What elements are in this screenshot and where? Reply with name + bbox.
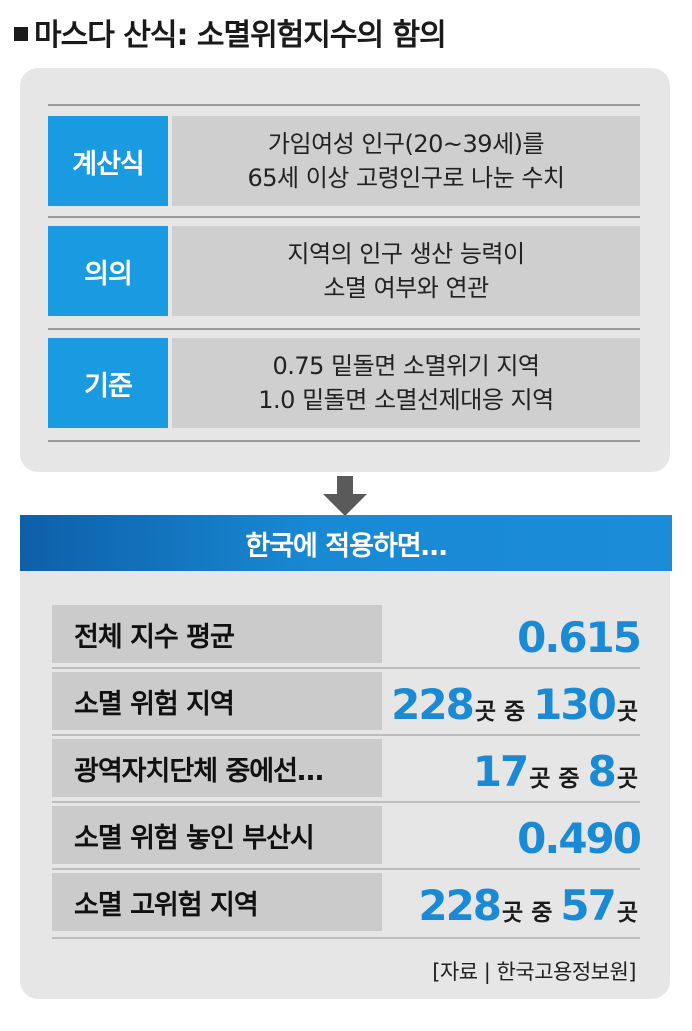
source-note: [자료 | 한국고용정보원]	[432, 960, 636, 984]
stat-value-number: 0.490	[517, 814, 642, 863]
divider	[52, 667, 640, 669]
stat-unit: 곳	[474, 699, 496, 725]
stat-mid: 중	[531, 900, 553, 926]
definition-text: 0.75 밑돌면 소멸위기 지역 1.0 밑돌면 소멸선제대응 지역	[172, 338, 640, 428]
stat-mid: 중	[503, 699, 526, 725]
stat-mid: 중	[558, 766, 580, 792]
stat-unit: 곳	[616, 900, 638, 926]
stat-count: 57	[560, 881, 616, 930]
definition-line: 0.75 밑돌면 소멸위기 지역	[272, 352, 540, 380]
stat-total: 17	[472, 747, 529, 796]
stat-value: 0.490	[517, 806, 642, 864]
stat-value: 0.615	[517, 605, 642, 663]
stat-unit: 곳	[502, 900, 524, 926]
stat-label: 소멸 고위험 지역	[52, 873, 382, 931]
definition-label: 계산식	[48, 116, 168, 206]
stat-unit: 곳	[616, 766, 638, 792]
application-banner: 한국에 적용하면…	[20, 515, 672, 571]
stat-row-average: 전체 지수 평균 0.615	[52, 605, 642, 663]
definition-label: 의의	[48, 226, 168, 316]
stat-count: 130	[533, 680, 617, 729]
stat-label: 소멸 위험 지역	[52, 672, 382, 730]
stat-unit: 곳	[616, 699, 638, 725]
definition-label: 기준	[48, 338, 168, 428]
definition-text: 지역의 인구 생산 능력이 소멸 여부와 연관	[172, 226, 640, 316]
stat-value-number: 0.615	[517, 613, 642, 662]
definition-line: 소멸 여부와 연관	[323, 274, 489, 302]
divider	[48, 104, 640, 106]
divider	[48, 216, 640, 218]
stat-label: 소멸 위험 놓인 부산시	[52, 806, 382, 864]
definition-text: 가임여성 인구(20~39세)를 65세 이상 고령인구로 나눈 수치	[172, 116, 640, 206]
definition-row-significance: 의의 지역의 인구 생산 능력이 소멸 여부와 연관	[48, 226, 640, 316]
definition-line: 65세 이상 고령인구로 나눈 수치	[247, 164, 565, 192]
stat-row-risk-regions: 소멸 위험 지역 228 곳 중 130 곳	[52, 672, 640, 730]
stat-row-high-risk: 소멸 고위험 지역 228 곳 중 57 곳	[52, 873, 640, 931]
divider	[48, 328, 640, 330]
stat-label: 광역자치단체 중에선…	[52, 739, 382, 797]
divider	[52, 801, 640, 803]
divider	[48, 440, 640, 442]
stat-value: 228 곳 중 130 곳	[391, 672, 640, 730]
page-title-text: 마스다 산식: 소멸위험지수의 함의	[34, 18, 447, 53]
arrow-down-icon	[323, 476, 367, 516]
definition-line: 가임여성 인구(20~39세)를	[267, 130, 545, 158]
stat-row-metropolitan: 광역자치단체 중에선… 17 곳 중 8 곳	[52, 739, 640, 797]
stat-value: 17 곳 중 8 곳	[473, 739, 640, 797]
page-title: 마스다 산식: 소멸위험지수의 함의	[14, 10, 447, 54]
stat-unit: 곳	[529, 766, 551, 792]
divider	[52, 734, 640, 736]
stat-total: 228	[391, 680, 475, 729]
definition-row-criteria: 기준 0.75 밑돌면 소멸위기 지역 1.0 밑돌면 소멸선제대응 지역	[48, 338, 640, 428]
stat-label: 전체 지수 평균	[52, 605, 382, 663]
divider	[52, 868, 640, 870]
definition-row-formula: 계산식 가임여성 인구(20~39세)를 65세 이상 고령인구로 나눈 수치	[48, 116, 640, 206]
stat-total: 228	[418, 881, 502, 930]
stat-count: 8	[587, 747, 617, 796]
square-bullet-icon	[14, 26, 28, 41]
definition-line: 1.0 밑돌면 소멸선제대응 지역	[258, 386, 554, 414]
definition-line: 지역의 인구 생산 능력이	[287, 240, 525, 268]
stat-row-busan: 소멸 위험 놓인 부산시 0.490	[52, 806, 642, 864]
divider	[52, 937, 640, 939]
stat-value: 228 곳 중 57 곳	[418, 873, 640, 931]
